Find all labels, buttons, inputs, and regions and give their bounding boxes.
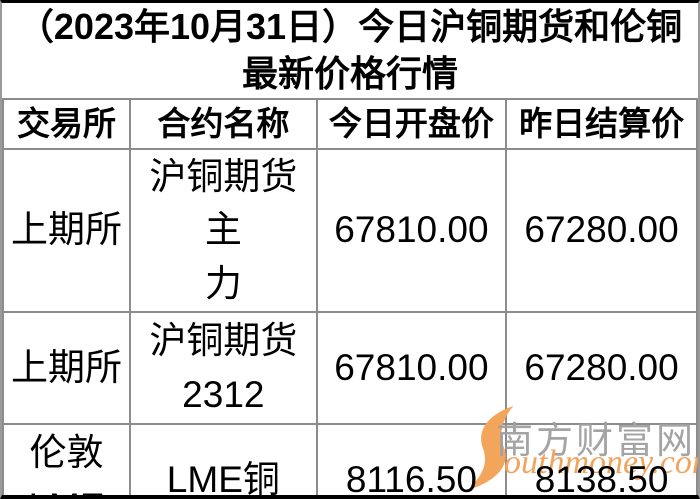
cell-exchange: 上期所: [2, 310, 131, 425]
cell-today-open: 67810.00: [315, 147, 508, 313]
futures-price-table: 交易所 合约名称 今日开盘价 昨日结算价 上期所 沪铜期货主 力 67810.0…: [2, 98, 698, 495]
page-title: （2023年10月31日）今日沪铜期货和伦铜 最新价格行情: [17, 5, 683, 94]
cell-exchange: 上期所: [2, 147, 131, 313]
cell-today-open: 67810.00: [315, 310, 508, 425]
cell-prev-settlement: 8138.50: [505, 422, 698, 495]
cell-prev-settlement: 67280.00: [505, 147, 698, 313]
cell-today-open: 8116.50: [315, 422, 508, 495]
cell-contract-name: LME铜: [129, 422, 318, 495]
header-today-open: 今日开盘价: [315, 98, 508, 150]
table-header-row: 交易所 合约名称 今日开盘价 昨日结算价: [2, 98, 698, 150]
header-prev-settlement: 昨日结算价: [505, 98, 698, 150]
header-contract-name: 合约名称: [129, 98, 318, 150]
header-exchange: 交易所: [2, 98, 131, 150]
cell-prev-settlement: 67280.00: [505, 310, 698, 425]
cell-contract-name: 沪铜期货 2312: [129, 310, 318, 425]
cell-exchange: 伦敦 LME: [2, 422, 131, 495]
table-row-shfe-main: 上期所 沪铜期货主 力 67810.00 67280.00: [2, 147, 698, 313]
cell-contract-name: 沪铜期货主 力: [129, 147, 318, 313]
table-row-shfe-2312: 上期所 沪铜期货 2312 67810.00 67280.00: [2, 310, 698, 425]
table-row-lme: 伦敦 LME LME铜 8116.50 8138.50: [2, 422, 698, 495]
